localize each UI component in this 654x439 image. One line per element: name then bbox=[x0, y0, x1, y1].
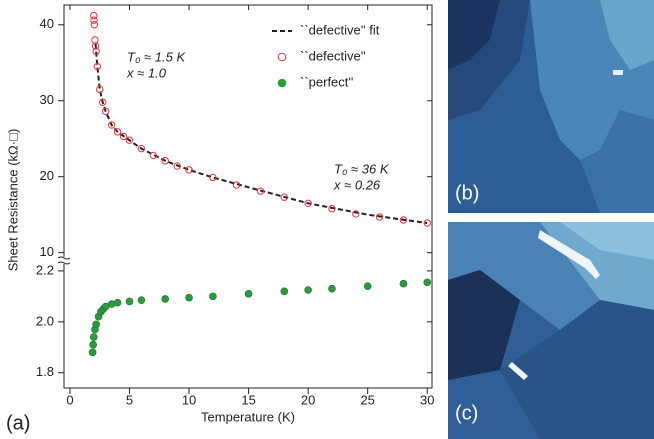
data-point bbox=[209, 173, 217, 182]
data-point bbox=[125, 136, 134, 144]
annotation: x ≈ 0.26 bbox=[333, 177, 381, 192]
y-tick-label: 2.0 bbox=[36, 313, 54, 328]
axis-break-gap bbox=[58, 257, 70, 264]
x-tick-label: 20 bbox=[301, 392, 315, 407]
annotation: x ≈ 1.0 bbox=[126, 65, 167, 80]
data-point bbox=[113, 298, 122, 307]
data-point bbox=[352, 210, 360, 218]
data-point bbox=[185, 293, 193, 302]
fit-line bbox=[94, 43, 428, 225]
image-b bbox=[448, 0, 654, 213]
data-point bbox=[88, 348, 97, 357]
data-point bbox=[137, 296, 146, 304]
data-point bbox=[91, 42, 100, 50]
axis-break bbox=[57, 256, 71, 265]
data-point bbox=[92, 47, 100, 56]
data-point bbox=[399, 216, 408, 224]
y-tick-label: 30 bbox=[40, 92, 54, 107]
data-point bbox=[328, 204, 336, 213]
panel-label: (c) bbox=[455, 402, 478, 424]
data-point bbox=[89, 340, 97, 349]
legend-label: ``perfect'' bbox=[300, 74, 353, 89]
panel-label: (b) bbox=[455, 182, 479, 204]
x-tick-label: 30 bbox=[420, 392, 434, 407]
data-point bbox=[280, 287, 289, 296]
y-tick-label: 10 bbox=[40, 244, 54, 259]
y-tick-label: 2.2 bbox=[36, 262, 54, 277]
data-point bbox=[256, 187, 265, 195]
x-tick-label: 10 bbox=[182, 392, 196, 407]
x-tick-label: 15 bbox=[241, 392, 255, 407]
y-tick-label: 1.8 bbox=[36, 364, 54, 379]
data-point bbox=[101, 107, 110, 116]
data-point bbox=[107, 121, 116, 129]
data-point bbox=[399, 279, 408, 288]
data-point bbox=[161, 295, 170, 303]
data-point bbox=[89, 333, 98, 341]
data-point bbox=[92, 320, 100, 329]
data-point bbox=[423, 219, 431, 227]
data-point bbox=[96, 85, 104, 94]
data-point bbox=[280, 193, 289, 201]
data-point bbox=[173, 162, 181, 170]
data-point bbox=[423, 278, 432, 287]
data-point bbox=[244, 290, 253, 298]
panel-label: (a) bbox=[6, 412, 30, 434]
data-point bbox=[149, 151, 158, 160]
data-point bbox=[185, 166, 193, 174]
data-point bbox=[90, 21, 99, 29]
y-tick-label: 20 bbox=[40, 168, 54, 183]
y-axis-label: Sheet Resistance (kΩ·□) bbox=[5, 129, 20, 272]
data-point bbox=[375, 213, 384, 221]
x-tick-label: 0 bbox=[66, 392, 73, 407]
y-tick-label: 40 bbox=[40, 16, 54, 31]
legend-label: ``defective'' bbox=[300, 48, 366, 63]
data-point bbox=[99, 98, 107, 106]
x-tick-label: 25 bbox=[360, 392, 374, 407]
data-point bbox=[125, 297, 134, 306]
data-point bbox=[304, 286, 312, 294]
x-axis-label: Temperature (K) bbox=[201, 409, 295, 424]
image-c bbox=[448, 222, 654, 439]
data-point bbox=[93, 62, 102, 71]
data-point bbox=[119, 132, 128, 141]
legend-symbol bbox=[277, 52, 287, 62]
data-point bbox=[232, 181, 241, 189]
legend-symbol bbox=[277, 78, 287, 88]
data-point bbox=[209, 292, 217, 301]
data-point bbox=[137, 144, 146, 153]
annotation: T₀ ≈ 36 K bbox=[334, 161, 390, 176]
x-tick-label: 5 bbox=[126, 392, 133, 407]
legend-label: ``defective'' fit bbox=[300, 22, 380, 37]
annotation: T₀ ≈ 1.5 K bbox=[127, 49, 186, 64]
data-point bbox=[90, 16, 98, 24]
data-point bbox=[161, 157, 169, 165]
data-point bbox=[113, 128, 122, 136]
data-point bbox=[90, 11, 98, 20]
data-point bbox=[91, 36, 99, 44]
plot-frame bbox=[63, 4, 433, 389]
data-point bbox=[304, 199, 312, 207]
data-point bbox=[363, 282, 372, 290]
data-point bbox=[328, 284, 336, 293]
